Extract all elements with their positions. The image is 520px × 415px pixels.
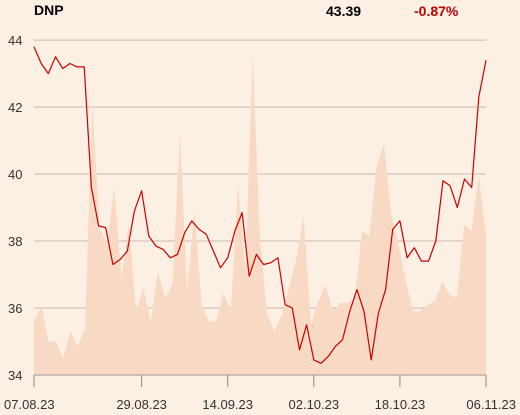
volume-area <box>34 53 486 375</box>
y-tick-label: 34 <box>8 368 22 383</box>
x-tick-label: 07.08.23 <box>4 397 55 412</box>
price-line <box>33 46 487 364</box>
axis-layer: 34 36 38 40 42 44 07.08.23 29.08.23 14.09.23 02.1… <box>4 33 516 412</box>
chart-header: DNP 43.39 -0.87% <box>0 0 520 24</box>
y-tick-label: 42 <box>8 100 22 115</box>
volume-area-layer <box>34 53 486 375</box>
x-tick-label: 02.10.23 <box>289 397 340 412</box>
y-tick-label: 40 <box>8 167 22 182</box>
y-tick-label: 36 <box>8 301 22 316</box>
y-tick-label: 38 <box>8 234 22 249</box>
price-change: -0.87% <box>414 3 459 19</box>
y-tick-label: 44 <box>8 33 22 48</box>
last-price: 43.39 <box>326 3 362 19</box>
x-tick-label: 29.08.23 <box>116 397 167 412</box>
x-tick-label: 14.09.23 <box>202 397 253 412</box>
x-tick-label: 06.11.23 <box>466 397 516 412</box>
price-line-layer <box>33 46 487 364</box>
ticker-symbol: DNP <box>34 2 64 18</box>
x-tick-label: 18.10.23 <box>375 397 426 412</box>
